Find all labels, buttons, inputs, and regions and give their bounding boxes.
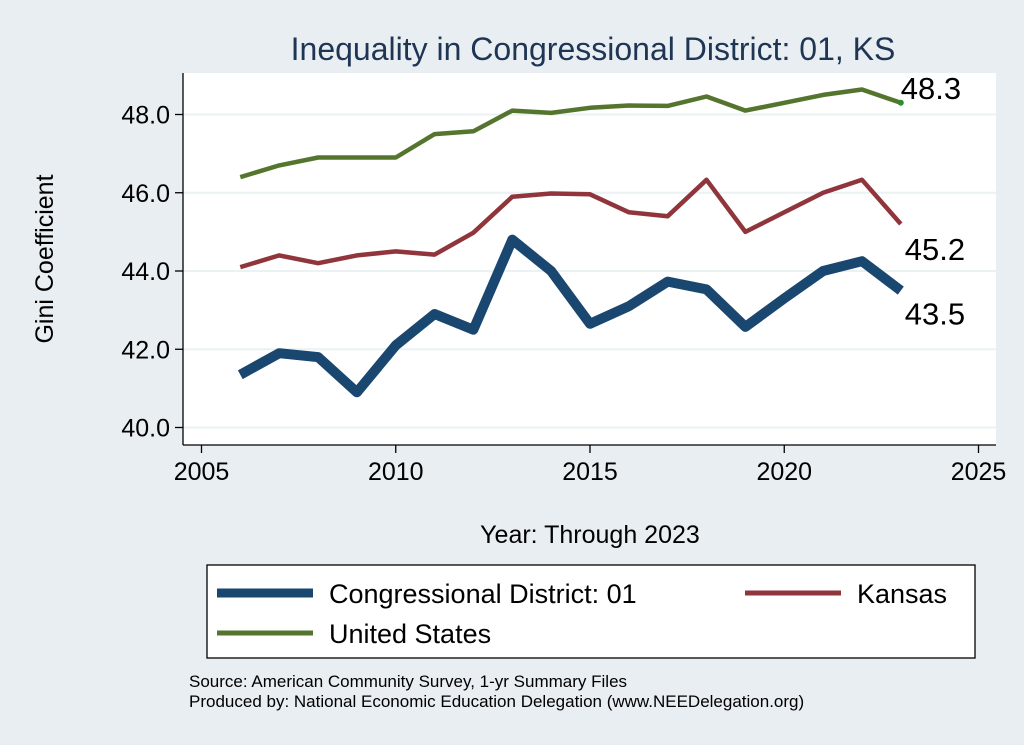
y-tick-label: 40.0 xyxy=(121,415,170,443)
x-tick-label: 2010 xyxy=(368,458,424,486)
y-tick-label: 42.0 xyxy=(121,336,170,364)
axis-ticks: 40.0 42.0 44.0 46.0 48.0 2005 2010 2015 2020 2025 xyxy=(121,102,1006,487)
district-end-label: 43.5 xyxy=(905,297,965,332)
y-tick-label: 48.0 xyxy=(121,102,170,130)
y-tick-label: 44.0 xyxy=(121,258,170,286)
chart-title: Inequality in Congressional District: 01… xyxy=(291,31,896,67)
y-axis-title: Gini Coefficient xyxy=(31,174,59,343)
legend-label-us: United States xyxy=(329,619,491,649)
us-end-label: 48.3 xyxy=(901,71,961,106)
kansas-end-label: 45.2 xyxy=(905,232,965,267)
us-line xyxy=(239,87,902,180)
source-note: Source: American Community Survey, 1-yr … xyxy=(189,672,627,691)
x-axis-title: Year: Through 2023 xyxy=(480,521,700,549)
district-line xyxy=(237,234,904,398)
producer-note: Produced by: National Economic Education… xyxy=(189,692,804,711)
x-tick-label: 2015 xyxy=(562,458,618,486)
end-labels: 48.3 45.2 43.5 xyxy=(901,71,965,332)
x-tick-label: 2020 xyxy=(756,458,812,486)
legend-box xyxy=(206,564,976,659)
x-tick-label: 2025 xyxy=(951,458,1007,486)
x-tick-label: 2005 xyxy=(174,458,230,486)
us-end-marker xyxy=(897,99,904,106)
y-tick-label: 46.0 xyxy=(121,180,170,208)
series-lines xyxy=(237,87,904,398)
kansas-line xyxy=(239,177,903,270)
legend-label-district: Congressional District: 01 xyxy=(329,579,637,609)
legend-label-kansas: Kansas xyxy=(857,579,947,609)
